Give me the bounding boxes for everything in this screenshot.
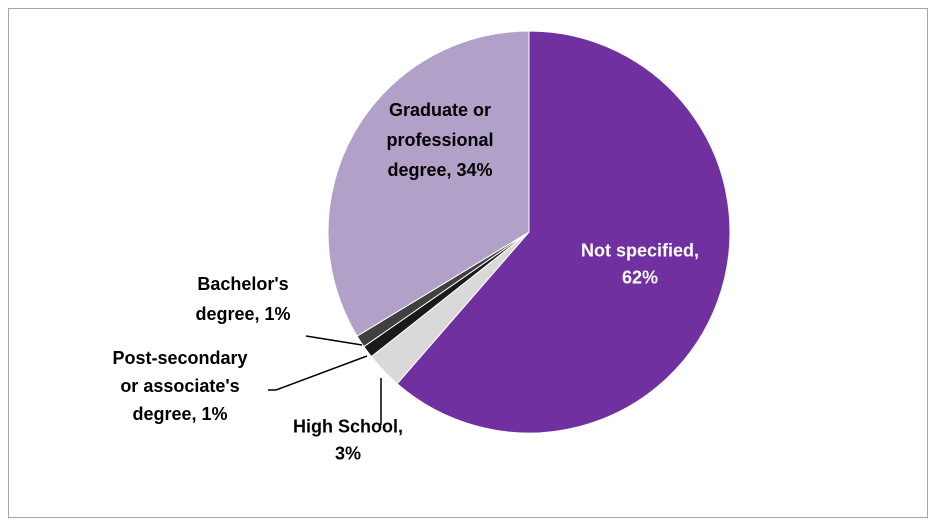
slice-label-bachelor-s-degree: Bachelor's degree, 1% — [195, 274, 290, 324]
pie-slice-not-specified — [396, 30, 731, 434]
slice-label-not-specified: Not specified, 62% — [581, 241, 699, 288]
slice-label-line: Post-secondary — [112, 348, 247, 368]
slice-label-high-school: High School, 3% — [293, 417, 403, 464]
leader-lines — [268, 335, 382, 425]
slice-label-line: degree, 34% — [387, 160, 492, 180]
slice-label-line: 62% — [622, 268, 658, 288]
slice-label-line: 3% — [335, 444, 361, 464]
pie-slices — [327, 30, 731, 434]
pie-slice-graduate-or-professional-degree — [327, 30, 530, 337]
slice-label-line: Bachelor's — [197, 274, 288, 294]
slice-label-line: or associate's — [120, 376, 239, 396]
slice-label-post-secondary-or-associate-s-degree: Post-secondary or associate's degree, 1% — [112, 348, 247, 424]
slice-label-line: degree, 1% — [132, 404, 227, 424]
slice-label-line: Graduate or — [389, 100, 491, 120]
slice-label-line: professional — [386, 130, 493, 150]
slice-label-line: Not specified, — [581, 241, 699, 261]
leader-line-post-secondary-or-associate-s-degree — [268, 355, 368, 391]
slice-labels: Not specified, 62% High School, 3% Post-seco… — [112, 100, 699, 464]
leader-line-bachelor-s-degree — [305, 335, 363, 346]
slice-label-line: High School, — [293, 417, 403, 437]
slice-label-line: degree, 1% — [195, 304, 290, 324]
slice-label-graduate-or-professional-degree: Graduate or professional degree, 34% — [386, 100, 493, 180]
